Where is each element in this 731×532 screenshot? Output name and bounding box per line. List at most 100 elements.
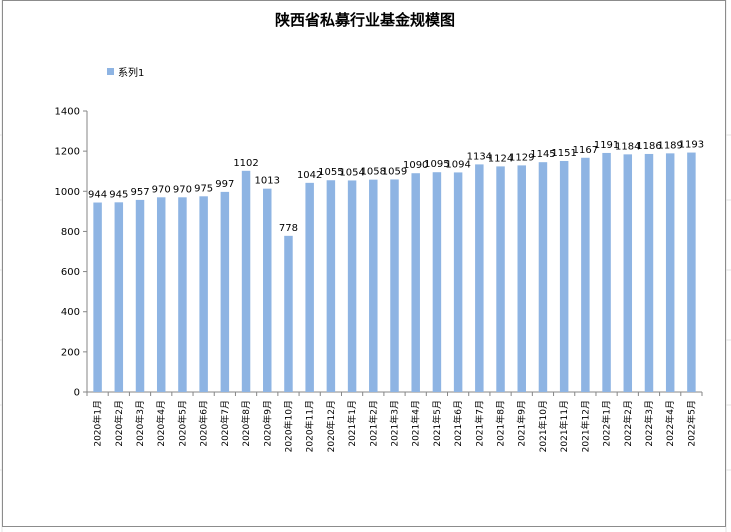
bar[interactable]: [411, 173, 420, 392]
data-label: 1189: [657, 140, 682, 151]
bar[interactable]: [156, 197, 166, 392]
bar[interactable]: [475, 164, 484, 392]
data-label: 1059: [382, 166, 407, 177]
bar[interactable]: [602, 152, 611, 392]
data-label: 1167: [573, 145, 598, 156]
bar[interactable]: [178, 197, 187, 392]
data-label: 997: [215, 179, 234, 190]
x-tick-label: 2021年4月: [410, 400, 422, 447]
data-labels: 944 945 957 970 970 975 9971102101377810421055…: [88, 140, 704, 234]
data-label: 1129: [509, 152, 534, 163]
bars: [93, 152, 696, 392]
y-tick-label: 1000: [55, 187, 80, 198]
data-label: 1184: [615, 141, 640, 152]
bar[interactable]: [220, 191, 230, 392]
x-tick-label: 2021年3月: [389, 400, 401, 447]
bar[interactable]: [390, 179, 399, 392]
bar[interactable]: [284, 235, 293, 392]
x-tick-label: 2020年6月: [198, 400, 210, 447]
x-tick-label: 2021年1月: [346, 400, 358, 447]
bar[interactable]: [517, 165, 526, 392]
data-label: 1191: [594, 140, 619, 151]
bar[interactable]: [453, 172, 463, 392]
data-label: 1151: [551, 148, 576, 159]
bar[interactable]: [538, 162, 548, 392]
data-label: 1095: [424, 159, 449, 170]
bar[interactable]: [93, 202, 102, 392]
y-tick-label: 0: [74, 388, 80, 399]
x-tick-label: 2020年1月: [92, 400, 104, 447]
y-tick-label: 400: [61, 307, 80, 318]
y-axis: 0 200 400 600 800 1000 1200 1400: [55, 107, 88, 399]
data-label: 1124: [488, 153, 513, 164]
x-tick-label: 2020年3月: [134, 400, 146, 447]
bar[interactable]: [644, 153, 654, 392]
y-tick-label: 1200: [55, 147, 80, 158]
legend-label: 系列1: [118, 66, 144, 79]
bar[interactable]: [496, 166, 505, 392]
y-tick-label: 600: [61, 267, 80, 278]
data-label: 970: [152, 184, 171, 195]
data-label: 1055: [318, 167, 343, 178]
bar[interactable]: [199, 196, 208, 392]
x-tick-label: 2020年2月: [113, 400, 125, 447]
data-label: 1186: [636, 141, 661, 152]
bar[interactable]: [114, 202, 124, 392]
data-label: 1090: [403, 160, 428, 171]
y-tick-label: 200: [61, 347, 80, 358]
bar[interactable]: [432, 172, 442, 392]
x-tick-label: 2020年11月: [304, 400, 316, 452]
x-tick-label: 2021年8月: [495, 400, 507, 447]
x-tick-label: 2021年6月: [452, 400, 464, 447]
x-tick-label: 2020年4月: [155, 400, 167, 447]
chart-title: 陕西省私募行业基金规模图: [275, 11, 455, 29]
legend[interactable]: 系列1: [107, 66, 144, 79]
x-tick-label: 2021年10月: [537, 400, 549, 452]
bar[interactable]: [369, 179, 378, 392]
x-tick-label: 2022年1月: [601, 400, 613, 447]
data-label: 1193: [679, 140, 704, 151]
bar[interactable]: [263, 188, 272, 392]
bar[interactable]: [241, 170, 251, 392]
x-tick-label: 2020年10月: [282, 400, 294, 452]
x-tick-label: 2022年2月: [622, 400, 634, 447]
data-label: 970: [173, 184, 192, 195]
data-label: 1013: [255, 176, 280, 187]
data-label: 957: [130, 187, 149, 198]
x-tick-label: 2020年9月: [261, 400, 273, 447]
y-tick-label: 1400: [55, 107, 80, 118]
data-label: 1145: [530, 149, 555, 160]
x-tick-label: 2021年11月: [558, 400, 570, 452]
data-label: 1054: [339, 167, 364, 178]
bar[interactable]: [347, 180, 357, 392]
x-tick-label: 2020年5月: [176, 400, 188, 447]
data-label: 1058: [361, 167, 386, 178]
bar[interactable]: [687, 152, 696, 392]
bar[interactable]: [305, 182, 314, 392]
data-label: 778: [279, 223, 298, 234]
x-tick-label: 2022年5月: [685, 400, 697, 447]
bar[interactable]: [581, 157, 590, 392]
data-label: 975: [194, 183, 213, 194]
data-label: 1094: [445, 159, 470, 170]
data-label: 945: [109, 189, 128, 200]
bar[interactable]: [326, 180, 336, 392]
legend-swatch: [107, 68, 114, 75]
x-tick-label: 2022年4月: [664, 400, 676, 447]
bar-chart: 陕西省私募行业基金规模图 系列1 0 200 400 600 800 1000 1200 14…: [55, 11, 705, 452]
bar[interactable]: [135, 199, 145, 392]
bar[interactable]: [559, 160, 569, 392]
x-tick-label: 2021年12月: [579, 400, 591, 452]
data-label: 944: [88, 190, 107, 201]
y-tick-label: 800: [61, 227, 80, 238]
x-tick-label: 2021年2月: [367, 400, 379, 447]
x-tick-label: 2020年7月: [219, 400, 231, 447]
x-tick-label: 2021年5月: [431, 400, 443, 447]
x-tick-label: 2022年3月: [643, 400, 655, 447]
x-tick-label: 2021年7月: [473, 400, 485, 447]
bar[interactable]: [665, 153, 675, 392]
x-tick-label: 2020年8月: [240, 400, 252, 447]
x-tick-label: 2021年9月: [516, 400, 528, 447]
bar[interactable]: [623, 154, 633, 392]
